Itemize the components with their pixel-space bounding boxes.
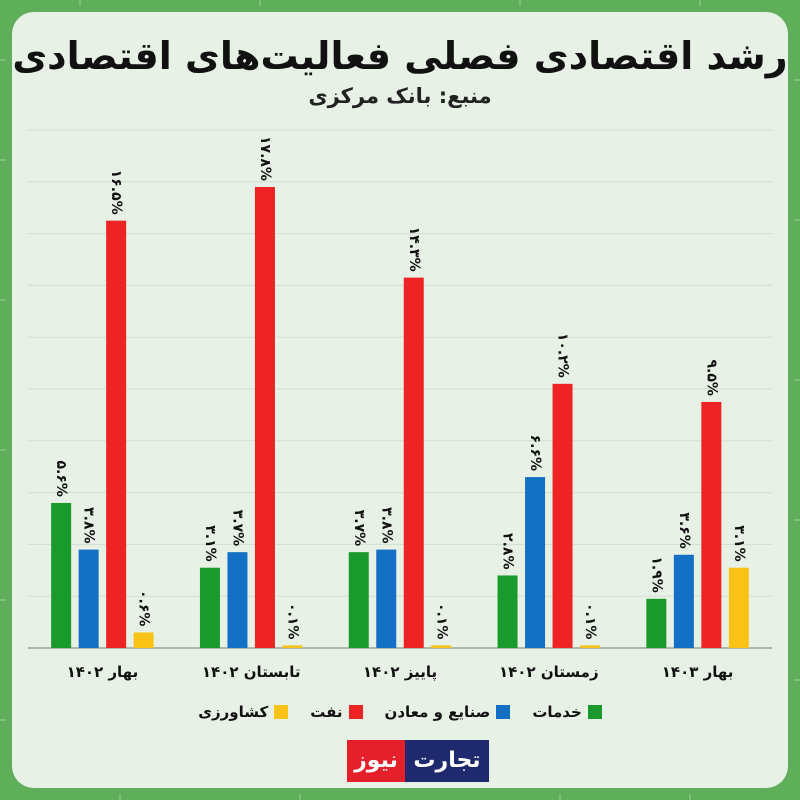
- bar-2: [376, 549, 397, 648]
- chart-legend: خدمات صنایع و معادن نفت کشاورزی: [0, 703, 800, 721]
- bar-2: [673, 554, 694, 648]
- bar-4: [282, 645, 303, 648]
- data-label: ۳.۱%: [202, 525, 218, 561]
- legend-item: کشاورزی: [198, 703, 289, 721]
- legend-label: صنایع و معادن: [384, 703, 491, 721]
- bar-4: [133, 632, 154, 648]
- chart-subtitle: منبع: بانک مرکزی: [308, 84, 492, 108]
- data-label: ۳.۸%: [81, 507, 97, 543]
- data-label: ۰.۱%: [433, 603, 449, 639]
- bar-1: [348, 552, 369, 648]
- data-label: ۱۰.۲%: [555, 333, 571, 378]
- data-label: ۱.۹%: [648, 556, 664, 592]
- bar-3: [552, 383, 573, 648]
- bar-1: [51, 502, 72, 648]
- legend-swatch: [274, 705, 289, 719]
- legend-label: نفت: [310, 703, 343, 721]
- data-label: ۳.۸%: [378, 507, 394, 543]
- bar-2: [525, 477, 546, 648]
- data-label: ۳.۷%: [351, 510, 367, 546]
- bar-4: [728, 567, 749, 648]
- bar-4: [580, 645, 601, 648]
- bar-4: [431, 645, 452, 648]
- legend-swatch: [348, 705, 363, 719]
- legend-item: نفت: [310, 703, 363, 721]
- data-label: ۳.۶%: [676, 512, 692, 548]
- data-label: ۳.۱%: [731, 525, 747, 561]
- data-label: ۰.۱%: [582, 603, 598, 639]
- data-label: ۰.۱%: [284, 603, 300, 639]
- x-tick-label: بهار ۱۴۰۳: [662, 663, 734, 681]
- legend-label: خدمات: [532, 703, 582, 721]
- x-tick-label: بهار ۱۴۰۲: [67, 663, 139, 681]
- bar-1: [497, 575, 518, 648]
- data-label: ۶.۶%: [527, 435, 543, 471]
- bar-3: [254, 186, 275, 649]
- bar-1: [646, 598, 667, 648]
- legend-item: خدمات: [532, 703, 602, 721]
- legend-swatch: [496, 705, 511, 719]
- bar-3: [106, 220, 127, 648]
- brand-logo: نیوز تجارت: [347, 740, 489, 782]
- x-tick-label: زمستان ۱۴۰۲: [499, 663, 599, 681]
- data-label: ۱۴.۳%: [406, 227, 422, 272]
- legend-swatch: [587, 705, 602, 719]
- chart-title: رشد اقتصادی فصلی فعالیت‌های اقتصادی: [12, 34, 788, 78]
- bar-3: [701, 401, 722, 648]
- chart-card: [12, 12, 788, 788]
- data-label: ۱۷.۸%: [257, 136, 273, 181]
- legend-item: صنایع و معادن: [385, 703, 511, 721]
- x-tick-label: تابستان ۱۴۰۲: [202, 663, 301, 681]
- x-tick-label: پاییز ۱۴۰۲: [363, 663, 437, 682]
- data-label: ۰.۶%: [136, 590, 152, 626]
- data-label: ۱۶.۵%: [108, 170, 124, 215]
- bar-2: [78, 549, 99, 648]
- legend-label: کشاورزی: [198, 703, 269, 721]
- bar-2: [227, 552, 248, 648]
- bar-3: [403, 277, 424, 648]
- data-label: ۵.۶%: [53, 461, 69, 497]
- logo-part-right: تجارت: [405, 740, 489, 782]
- bar-1: [199, 567, 220, 648]
- data-label: ۲.۸%: [500, 533, 516, 569]
- logo-part-left: نیوز: [347, 740, 405, 782]
- data-label: ۹.۵%: [703, 360, 719, 396]
- data-label: ۳.۷%: [229, 510, 245, 546]
